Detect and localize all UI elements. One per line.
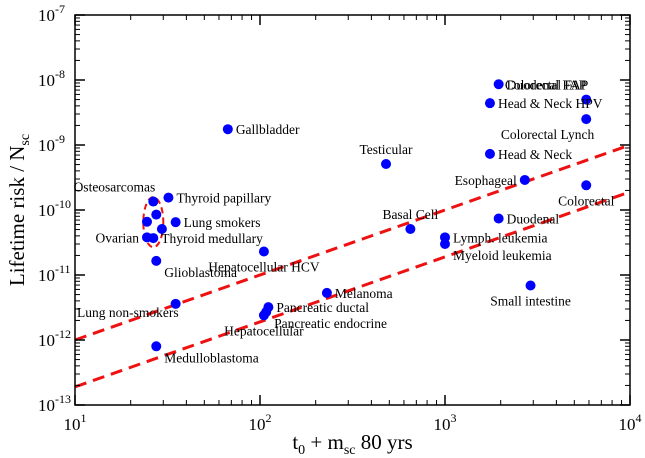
x-tick-label: 102 xyxy=(249,411,272,434)
data-point xyxy=(258,310,269,321)
point-label: Osteosarcomas xyxy=(74,180,156,195)
data-point xyxy=(170,217,181,228)
data-point xyxy=(519,174,530,185)
data-point xyxy=(493,213,504,224)
y-tick-label: 10-13 xyxy=(38,392,71,415)
point-label: Medulloblastoma xyxy=(164,350,259,365)
point-label: Ovarian xyxy=(96,230,140,245)
x-axis-title-sub0: 0 xyxy=(298,443,305,458)
point-label: Gallbladder xyxy=(236,122,300,137)
point-label: Basal Cell xyxy=(382,207,438,222)
data-point xyxy=(222,124,233,135)
y-axis-title-sub: sc xyxy=(18,134,33,146)
data-point xyxy=(141,216,152,227)
point-label: Glioblastoma xyxy=(164,265,237,280)
y-tick-label: 10-7 xyxy=(38,2,65,25)
y-tick-label: 10-8 xyxy=(38,67,65,90)
point-label: Lung smokers xyxy=(184,215,261,230)
data-point xyxy=(151,341,162,352)
y-axis-ticks: 10-13 10-12 10-11 10-10 10-9 10-8 10-7 xyxy=(38,2,630,415)
point-label: Colorectal Lynch xyxy=(501,127,595,142)
data-point xyxy=(156,224,167,235)
y-axis-title: Lifetime risk / Nsc xyxy=(5,134,33,286)
data-point xyxy=(151,255,162,266)
point-label: Head & Neck HPV xyxy=(498,96,603,111)
data-point xyxy=(258,246,269,257)
data-point xyxy=(405,224,416,235)
point-label: Myeloid leukemia xyxy=(453,248,552,263)
fit-lines xyxy=(74,143,631,389)
data-point xyxy=(484,98,495,109)
data-point xyxy=(148,196,159,207)
point-label: Melanoma xyxy=(335,286,393,301)
data-point xyxy=(493,79,504,90)
point-label: Colorectal xyxy=(558,193,614,208)
x-axis-title-subsc: sc xyxy=(344,443,356,458)
data-point xyxy=(440,238,450,249)
fit-line-2 xyxy=(74,190,631,389)
data-point xyxy=(484,148,495,159)
point-label: Pancreatic ductal xyxy=(276,300,369,315)
point-label: Pancreatic endocrine xyxy=(274,316,387,331)
point-label: Duodenal FAP xyxy=(507,77,587,92)
data-points xyxy=(141,79,592,352)
fit-line-1 xyxy=(74,143,631,342)
y-tick-label: 10-11 xyxy=(38,262,71,285)
data-point xyxy=(163,192,174,203)
y-tick-label: 10-12 xyxy=(38,327,71,350)
point-label: Hepatocellular xyxy=(224,323,304,338)
point-label: Thyroid medullary xyxy=(161,231,263,246)
x-axis-ticks: 101 102 103 104 xyxy=(64,15,642,434)
data-point xyxy=(321,287,332,298)
data-point xyxy=(148,233,159,244)
point-label: Esophageal xyxy=(455,173,517,188)
y-tick-label: 10-10 xyxy=(38,197,71,220)
point-label: Lymph. leukemia xyxy=(453,230,547,245)
point-label: Small intestine xyxy=(490,293,571,308)
point-label: Hepatocellular HCV xyxy=(208,259,320,274)
data-point xyxy=(170,298,181,309)
point-label: Thyroid papillary xyxy=(176,191,271,206)
point-label: Lung non-smokers xyxy=(77,305,179,320)
data-point xyxy=(581,94,592,105)
point-label: Duodenal xyxy=(507,211,560,226)
point-label: Testicular xyxy=(360,142,414,157)
x-tick-label: 103 xyxy=(434,411,457,434)
data-point xyxy=(581,180,592,191)
data-point xyxy=(151,209,162,220)
x-axis-title: t0 + msc 80 yrs xyxy=(292,430,412,458)
data-point xyxy=(581,114,592,125)
point-label: Head & Neck xyxy=(498,147,572,162)
y-tick-label: 10-9 xyxy=(38,132,65,155)
data-point xyxy=(525,280,536,291)
x-tick-label: 101 xyxy=(64,411,87,434)
data-point xyxy=(381,159,392,170)
x-tick-label: 104 xyxy=(619,411,642,434)
point-label: Colorectal FAP xyxy=(505,78,588,93)
